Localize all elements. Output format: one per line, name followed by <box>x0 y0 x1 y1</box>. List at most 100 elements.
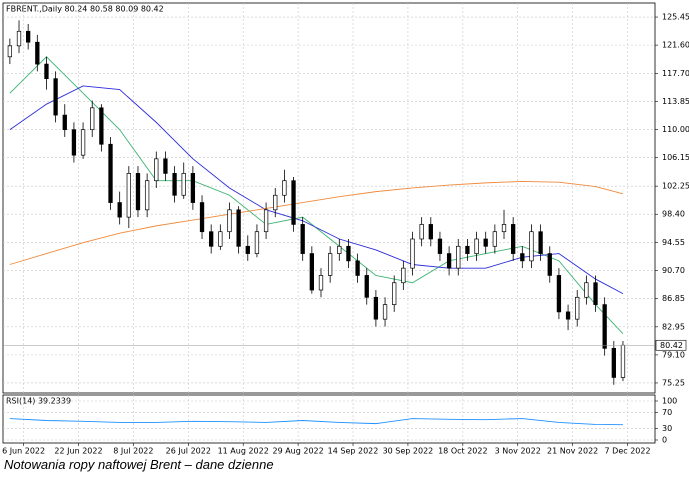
x-tick-label: 7 Dec 2022 <box>605 447 651 456</box>
candle-body <box>273 194 278 211</box>
candle-body <box>291 180 296 225</box>
candle-body <box>44 63 49 80</box>
moving-average <box>9 180 624 265</box>
x-tick-label: 6 Jun 2022 <box>2 447 45 456</box>
price-panel <box>2 2 656 394</box>
x-tick-label: 18 Oct 2022 <box>438 447 487 456</box>
y-tick-label: 79.10 <box>662 350 685 359</box>
candle-body <box>337 245 342 254</box>
candle-body <box>300 224 305 254</box>
candle-body <box>236 209 241 247</box>
y-tick-label: 113.85 <box>662 97 689 106</box>
candle-body <box>401 267 406 284</box>
candle-body <box>529 231 534 262</box>
candle-body <box>538 231 543 254</box>
y-tick-label: 70 <box>662 408 672 417</box>
y-tick-label: 110.00 <box>662 125 689 134</box>
x-tick-label: 3 Nov 2022 <box>495 447 541 456</box>
y-tick-label: 82.95 <box>662 322 685 331</box>
x-tick-label: 29 Aug 2022 <box>272 447 323 456</box>
candle-body <box>99 107 104 145</box>
candle-body <box>62 114 67 131</box>
y-tick-label: 117.70 <box>662 69 689 78</box>
candle-body <box>126 173 131 218</box>
y-tick-label: 0 <box>662 435 667 444</box>
candle-body <box>199 202 205 233</box>
moving-average <box>9 56 624 335</box>
rsi-title: RSI(14) 39.2339 <box>6 397 71 406</box>
candle-body <box>392 282 397 305</box>
candle-body <box>190 173 196 203</box>
candle-body <box>410 238 415 269</box>
y-tick-label: 125.45 <box>662 13 689 22</box>
candle-body <box>501 224 507 233</box>
candle-body <box>373 296 379 320</box>
x-tick-label: 22 Jun 2022 <box>54 447 102 456</box>
y-tick-label: 106.15 <box>662 153 689 162</box>
x-tick-label: 26 Jul 2022 <box>166 447 211 456</box>
y-tick-label: 30 <box>662 424 672 433</box>
y-tick-label: 121.60 <box>662 41 689 50</box>
x-tick-label: 11 Aug 2022 <box>218 447 269 456</box>
candle-body <box>575 296 580 320</box>
candle-body <box>309 253 314 291</box>
candle-body <box>511 224 516 254</box>
candle-body <box>465 245 470 254</box>
rsi-panel <box>2 394 656 444</box>
candle-body <box>547 253 552 276</box>
candle-body <box>355 260 360 276</box>
candle-body <box>419 224 424 240</box>
candle-body <box>26 30 31 43</box>
candle-body <box>218 231 223 247</box>
candle-body <box>520 253 525 262</box>
candle-body <box>71 129 77 156</box>
candle-body <box>7 45 13 58</box>
candle-body <box>108 143 113 203</box>
candle-body <box>446 253 452 269</box>
candle-body <box>53 78 58 116</box>
chart-title: FBRENT.,Daily 80.24 80.58 80.09 80.42 <box>6 5 164 14</box>
candle-body <box>492 231 498 247</box>
y-tick-label: 86.85 <box>662 294 685 303</box>
candle-body <box>327 253 333 276</box>
rsi-line <box>9 418 623 426</box>
x-tick-label: 21 Nov 2022 <box>547 447 598 456</box>
candle-body <box>181 173 186 196</box>
last-price-label: 80.42 <box>660 341 683 350</box>
candle-body <box>282 180 287 196</box>
y-tick-label: 100 <box>662 397 677 406</box>
candle-body <box>602 304 607 349</box>
candle-body <box>80 129 86 156</box>
candle-body <box>318 275 324 291</box>
y-tick-label: 90.70 <box>662 266 685 275</box>
moving-average <box>9 85 624 295</box>
candle-body <box>172 173 177 196</box>
candle-body <box>593 282 598 305</box>
y-tick-label: 75.25 <box>662 378 685 387</box>
candle-body <box>428 224 433 240</box>
candle-body <box>90 107 95 131</box>
x-tick-label: 8 Jul 2022 <box>113 447 153 456</box>
candle-body <box>620 344 626 378</box>
y-tick-label: 102.25 <box>662 182 689 191</box>
candle-body <box>209 231 214 247</box>
candle-body <box>16 30 22 47</box>
x-tick-label: 30 Sep 2022 <box>383 447 434 456</box>
caption: Notowania ropy naftowej Brent – dane dzi… <box>4 457 274 472</box>
candle-body <box>254 231 260 254</box>
candle-body <box>154 158 159 182</box>
candle-body <box>263 209 269 233</box>
candle-body <box>245 245 250 254</box>
candle-body <box>437 238 443 254</box>
candle-body <box>364 275 369 298</box>
x-tick-label: 14 Sep 2022 <box>328 447 379 456</box>
chart: FBRENT.,Daily 80.24 80.58 80.09 80.42 RS… <box>2 2 689 456</box>
candle-body <box>456 245 461 269</box>
candle-body <box>346 245 351 262</box>
candle-body <box>144 180 150 211</box>
candle-body <box>135 173 141 211</box>
y-tick-label: 98.40 <box>662 210 685 219</box>
candle-body <box>382 304 388 320</box>
candle-body <box>35 41 40 65</box>
last-price-box <box>655 339 687 351</box>
